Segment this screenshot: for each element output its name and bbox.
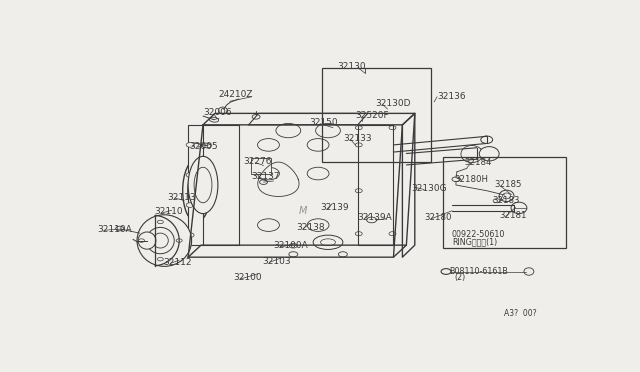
Text: 32136: 32136 [437,92,466,101]
Text: 32130G: 32130G [412,184,447,193]
Circle shape [307,219,329,231]
Circle shape [176,239,182,242]
Text: 32181: 32181 [500,211,527,220]
Text: B08110-6161B: B08110-6161B [449,267,508,276]
Ellipse shape [202,143,211,148]
Ellipse shape [209,117,219,122]
Ellipse shape [188,156,218,214]
Bar [443,157,566,248]
Text: 32110: 32110 [154,208,183,217]
Text: 32133: 32133 [343,134,371,143]
Circle shape [389,126,396,130]
Circle shape [289,243,297,248]
Circle shape [307,167,329,180]
Circle shape [339,252,348,257]
Text: 32520F: 32520F [356,111,389,120]
Bar [322,68,431,162]
Circle shape [116,226,124,231]
Ellipse shape [194,167,212,203]
Text: 32180H: 32180H [454,175,488,185]
Ellipse shape [138,232,156,249]
Text: 32137: 32137 [252,173,280,182]
Circle shape [367,217,376,223]
Circle shape [355,189,362,193]
Ellipse shape [152,233,168,248]
Circle shape [186,173,194,177]
Ellipse shape [182,159,211,222]
Circle shape [355,143,362,147]
Ellipse shape [137,215,191,266]
Text: 32276: 32276 [244,157,272,166]
Text: 32100A: 32100A [273,241,308,250]
Circle shape [276,124,301,138]
Circle shape [186,142,194,147]
Text: (2): (2) [454,273,465,282]
Text: 24210Z: 24210Z [218,90,253,99]
Circle shape [355,232,362,236]
Ellipse shape [470,148,483,159]
Ellipse shape [511,202,527,214]
Text: 00922-50610: 00922-50610 [452,230,506,239]
Text: 32139A: 32139A [358,212,392,222]
Circle shape [138,239,145,242]
Text: 32100: 32100 [234,273,262,282]
Text: 32130D: 32130D [376,99,411,108]
Circle shape [257,219,280,231]
Circle shape [441,269,451,275]
Text: A3?  00?: A3? 00? [504,310,537,318]
Text: 32110A: 32110A [97,225,132,234]
Circle shape [289,252,298,257]
Bar [188,125,203,245]
Text: 32103: 32103 [262,257,291,266]
Ellipse shape [218,107,227,114]
Text: 32112: 32112 [163,258,192,267]
Ellipse shape [321,239,335,246]
Ellipse shape [461,145,483,163]
Text: 32139: 32139 [320,203,349,212]
Circle shape [307,139,329,151]
Circle shape [252,115,260,119]
Text: 32184: 32184 [464,158,492,167]
Circle shape [316,124,340,138]
Ellipse shape [188,169,205,212]
Text: 32113: 32113 [167,193,196,202]
Text: 32130: 32130 [337,62,366,71]
Bar [251,158,271,174]
Text: 32180: 32180 [424,213,452,222]
Circle shape [493,199,500,203]
Circle shape [157,257,163,261]
Circle shape [389,232,396,236]
Ellipse shape [524,268,534,275]
Ellipse shape [499,190,514,202]
Text: 32006: 32006 [203,108,232,117]
Ellipse shape [502,193,511,199]
Circle shape [260,180,268,185]
Text: 32183: 32183 [493,196,520,205]
Circle shape [186,203,194,207]
Text: 32150: 32150 [309,118,338,127]
Circle shape [186,233,194,237]
Text: 32005: 32005 [189,141,218,151]
Ellipse shape [479,147,499,161]
Circle shape [157,220,163,224]
Text: M: M [299,206,307,216]
Circle shape [452,177,460,182]
Circle shape [355,126,362,130]
Ellipse shape [481,136,493,144]
Text: RINGリング(1): RINGリング(1) [452,237,497,246]
Text: 32185: 32185 [495,180,522,189]
Ellipse shape [313,235,343,250]
Circle shape [257,167,280,180]
Text: 32138: 32138 [296,223,325,232]
Ellipse shape [147,227,174,254]
Circle shape [257,139,280,151]
